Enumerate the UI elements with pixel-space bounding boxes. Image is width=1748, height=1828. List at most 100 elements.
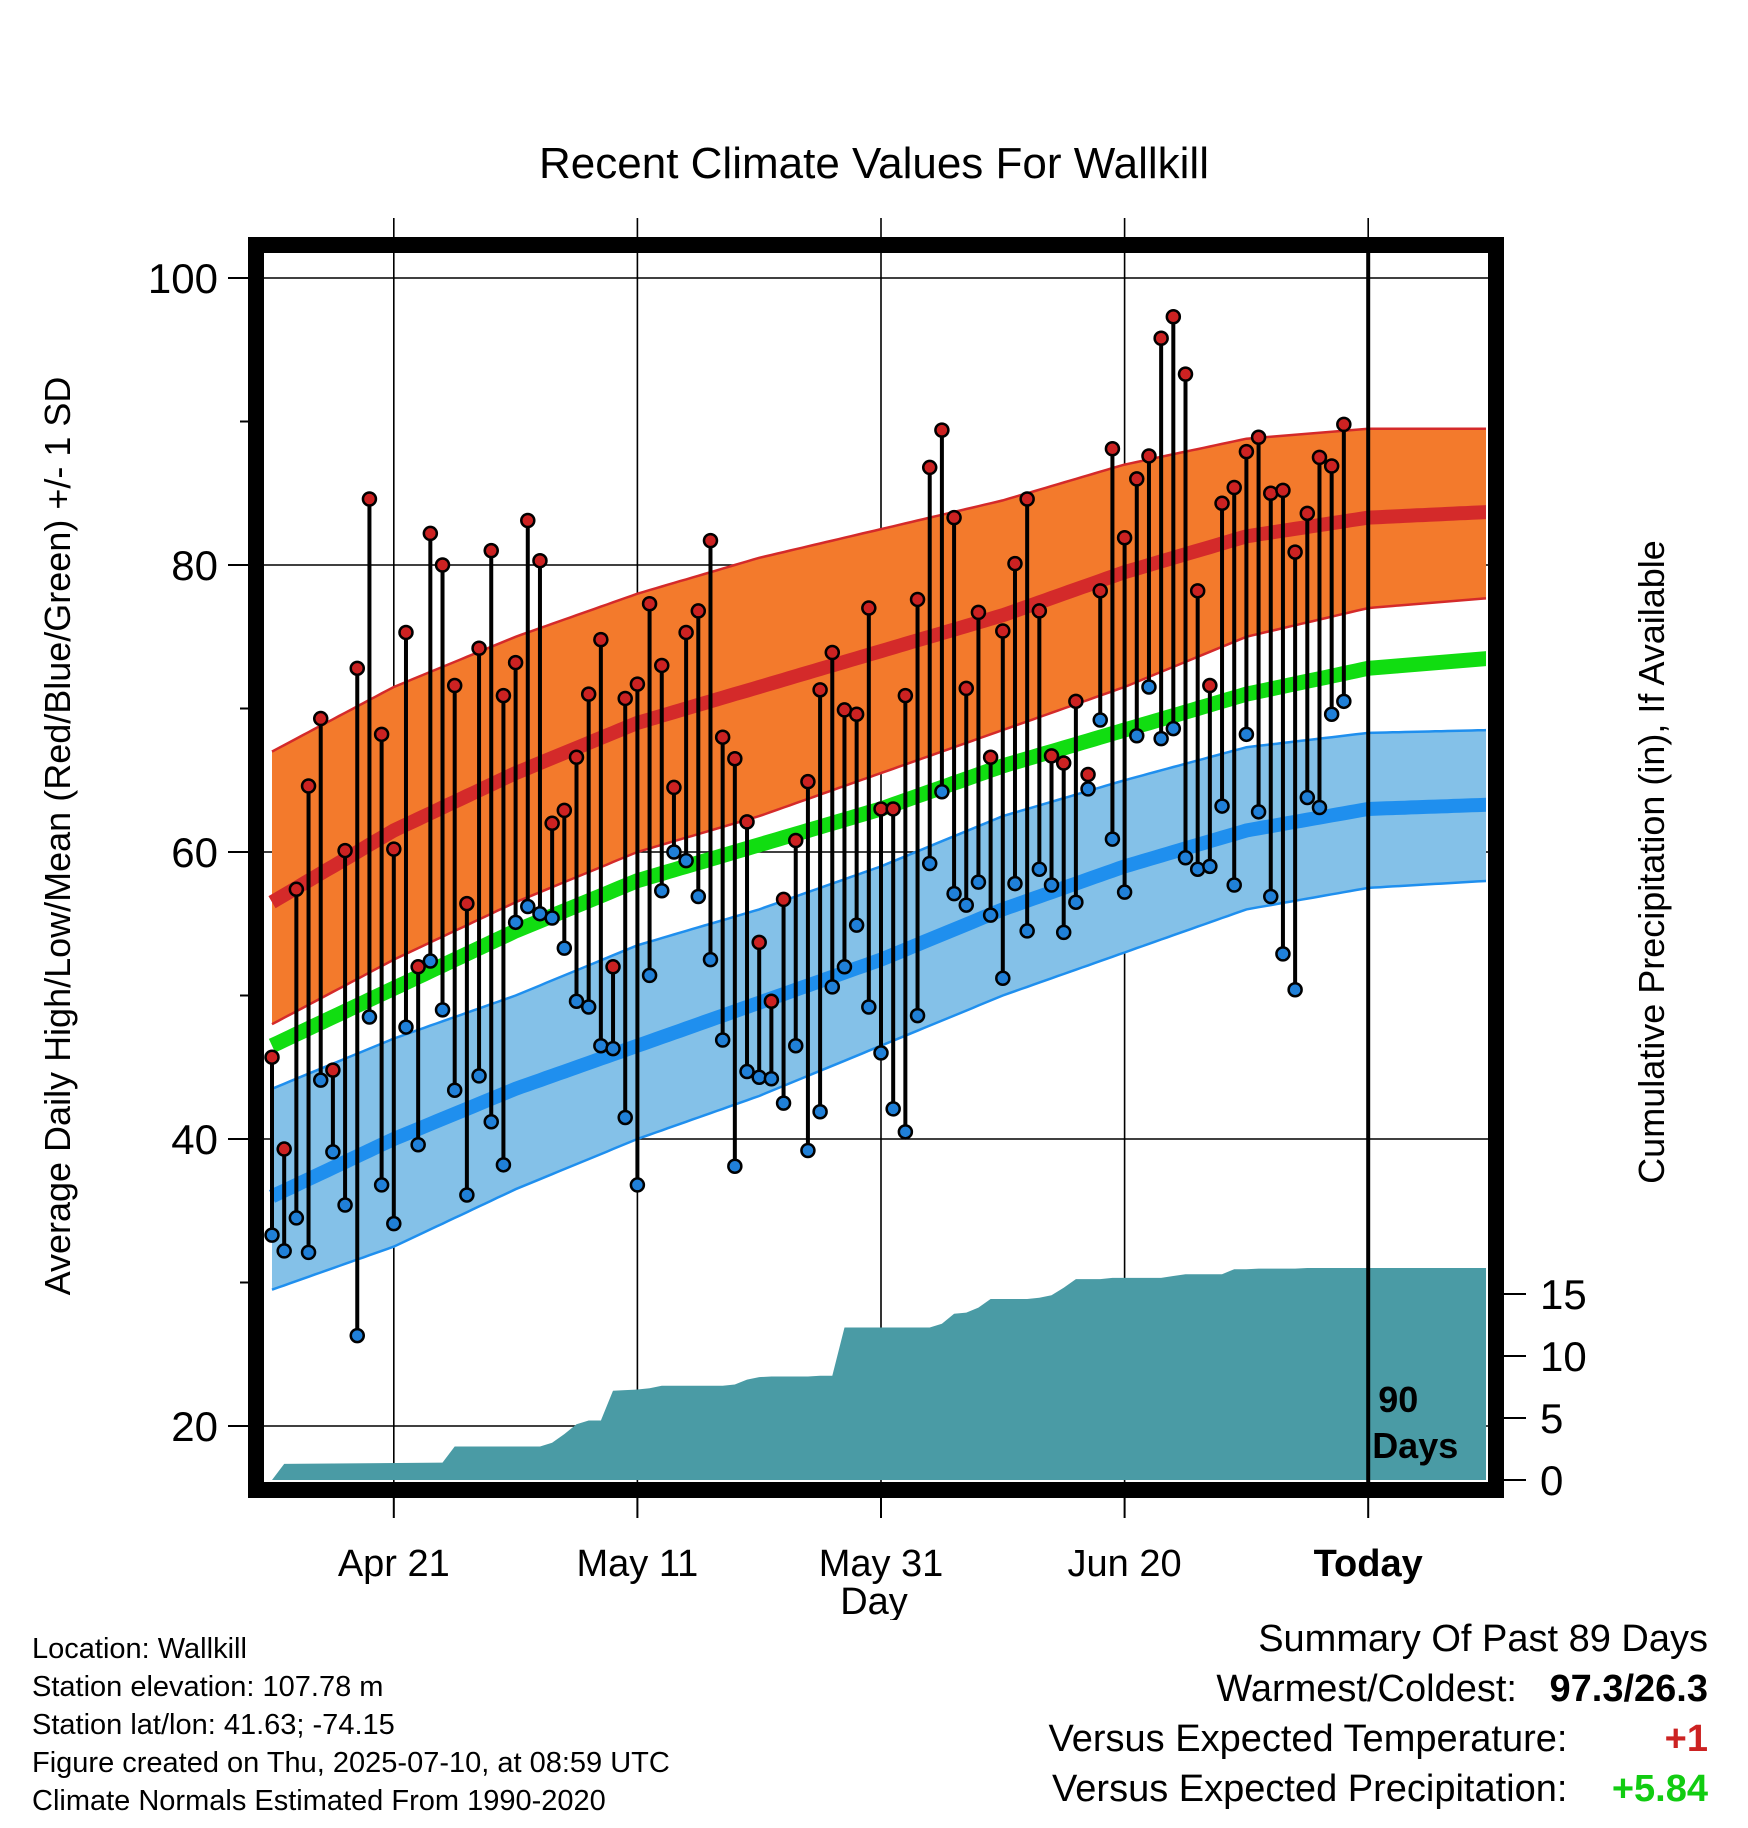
high-point: [556, 802, 573, 819]
axes: 20 40 60 80 100 0 5 10 15 Apr 21 May 11 May 31 Jun 2…: [148, 255, 1587, 1585]
high-point: [580, 686, 597, 702]
high-point: [739, 814, 755, 830]
today-days-label: Days: [1372, 1425, 1458, 1466]
daily-points: [264, 308, 1352, 1344]
low-point: [544, 910, 560, 926]
y2-tick-label: 10: [1540, 1333, 1587, 1380]
high-point: [1336, 416, 1352, 433]
low-point: [605, 1040, 621, 1057]
temp-label: Versus Expected Temperature:: [1048, 1718, 1568, 1760]
low-point: [921, 855, 938, 872]
low-point: [1153, 730, 1169, 747]
high-point: [812, 682, 828, 698]
today-days-number: 90: [1378, 1379, 1418, 1420]
low-point: [1080, 781, 1096, 797]
high-point: [775, 891, 792, 908]
low-point: [995, 970, 1011, 987]
low-point: [982, 907, 999, 923]
high-point: [1080, 766, 1096, 783]
high-point: [544, 815, 560, 832]
high-point: [727, 750, 743, 767]
high-point: [714, 729, 731, 745]
y-tick-label: 20: [171, 1403, 218, 1450]
warmest-row: Warmest/Coldest: 97.3/26.3: [1049, 1664, 1708, 1714]
low-point: [593, 1037, 609, 1054]
summary-panel: Summary Of Past 89 Days Warmest/Coldest:…: [1049, 1614, 1708, 1814]
low-point: [568, 993, 585, 1009]
high-point: [325, 1062, 341, 1078]
high-point: [386, 841, 402, 857]
low-point: [459, 1187, 475, 1203]
low-point: [1129, 728, 1145, 744]
high-point: [1055, 755, 1072, 771]
high-point: [1275, 482, 1291, 499]
high-point: [995, 623, 1011, 639]
daily-stems: [270, 316, 1346, 1336]
low-point: [495, 1157, 512, 1173]
y-axis-label: Average Daily High/Low/Mean (Red/Blue/Gr…: [37, 377, 78, 1296]
low-point: [1165, 720, 1182, 737]
high-sd-band-lower-edge: [271, 597, 1486, 1026]
low-point: [666, 844, 682, 860]
high-point: [1141, 448, 1157, 464]
high-point: [483, 542, 499, 559]
high-point: [300, 778, 317, 794]
high-point: [1226, 479, 1242, 496]
low-point: [1299, 789, 1316, 806]
low-point: [678, 852, 694, 869]
station-info: Location: Wallkill Station elevation: 10…: [32, 1630, 670, 1820]
high-point: [349, 660, 366, 677]
high-point: [946, 509, 962, 526]
low-point: [312, 1072, 329, 1088]
temp-row: Versus Expected Temperature: +1: [1049, 1714, 1708, 1764]
precip-row: Versus Expected Precipitation: +5.84: [1049, 1764, 1708, 1814]
low-point: [1202, 858, 1218, 875]
low-point: [1263, 888, 1279, 905]
low-point: [629, 1177, 646, 1193]
warmest-value: 97.3/26.3: [1549, 1668, 1708, 1710]
high-point: [434, 557, 451, 573]
low-point: [873, 1045, 889, 1061]
high-point: [459, 895, 475, 912]
high-point: [824, 644, 841, 661]
high-point: [1323, 458, 1340, 474]
low-point: [1238, 726, 1255, 743]
high-point: [885, 801, 901, 817]
low-point: [1068, 894, 1084, 910]
high-point: [1214, 495, 1230, 512]
y-tick-label: 40: [171, 1116, 218, 1163]
high-point: [970, 604, 987, 621]
high-point: [1092, 583, 1108, 599]
low-point: [1116, 884, 1133, 900]
high-point: [787, 832, 804, 849]
low-point: [507, 914, 524, 931]
high-point: [288, 881, 305, 898]
low-point: [751, 1069, 767, 1086]
high-point: [1311, 449, 1328, 466]
y-tick-label: 80: [171, 542, 218, 589]
high-point: [848, 706, 865, 722]
high-point: [312, 710, 329, 727]
low-point: [1287, 982, 1303, 998]
high-point: [800, 773, 816, 790]
created-text: Figure created on Thu, 2025-07-10, at 08…: [32, 1747, 670, 1779]
low-point: [300, 1244, 317, 1261]
high-point: [264, 1049, 280, 1065]
low-point: [787, 1037, 804, 1054]
high-point: [1019, 491, 1035, 507]
x-tick-label: Jun 20: [1068, 1543, 1182, 1585]
high-point: [337, 842, 353, 859]
high-point: [495, 687, 512, 704]
low-point: [714, 1032, 731, 1048]
low-point: [483, 1114, 499, 1130]
low-point: [471, 1068, 487, 1084]
high-point: [605, 959, 621, 975]
low-point: [800, 1142, 816, 1159]
high-point: [507, 654, 524, 671]
low-point: [1043, 877, 1060, 893]
low-point: [349, 1327, 366, 1344]
low-point: [702, 951, 719, 968]
high-point: [398, 624, 414, 641]
high-point: [690, 603, 707, 619]
x-tick-label: May 31: [819, 1543, 944, 1585]
